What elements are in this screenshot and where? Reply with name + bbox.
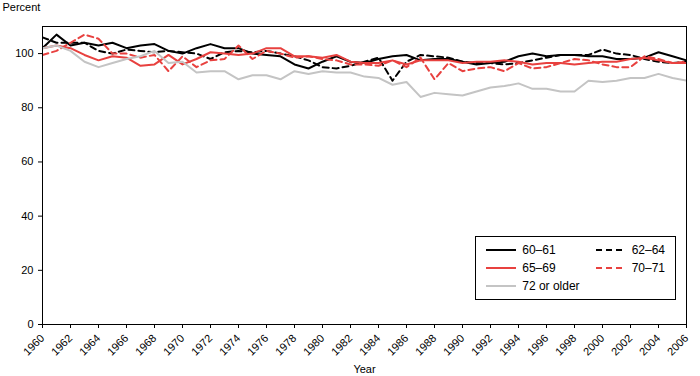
svg-text:2000: 2000 <box>581 332 607 358</box>
svg-text:60: 60 <box>21 155 33 167</box>
svg-text:2002: 2002 <box>609 332 635 358</box>
svg-text:0: 0 <box>27 318 33 330</box>
svg-text:1988: 1988 <box>413 332 439 358</box>
svg-text:1962: 1962 <box>49 332 75 358</box>
html-text:65–69: 65–69 <box>522 261 556 275</box>
svg-text:1978: 1978 <box>273 332 299 358</box>
svg-text:20: 20 <box>21 264 33 276</box>
svg-text:1966: 1966 <box>105 332 131 358</box>
svg-text:1996: 1996 <box>525 332 551 358</box>
svg-text:1986: 1986 <box>385 332 411 358</box>
svg-text:1960: 1960 <box>21 332 47 358</box>
svg-text:40: 40 <box>21 210 33 222</box>
svg-text:2004: 2004 <box>637 332 663 358</box>
svg-text:1968: 1968 <box>133 332 159 358</box>
svg-text:1972: 1972 <box>189 332 215 358</box>
svg-text:80: 80 <box>21 101 33 113</box>
svg-text:1970: 1970 <box>161 332 187 358</box>
svg-text:100: 100 <box>15 47 33 59</box>
html-text:62–64: 62–64 <box>631 243 665 257</box>
svg-text:1984: 1984 <box>357 332 383 358</box>
svg-text:1998: 1998 <box>553 332 579 358</box>
svg-text:1974: 1974 <box>217 332 243 358</box>
svg-text:1976: 1976 <box>245 332 271 358</box>
html-text:70–71: 70–71 <box>631 261 665 275</box>
html-text:72 or older: 72 or older <box>522 279 580 293</box>
html-text:60–61: 60–61 <box>522 243 556 257</box>
svg-text:1964: 1964 <box>77 332 103 358</box>
svg-text:Year: Year <box>353 363 376 375</box>
svg-text:1982: 1982 <box>329 332 355 358</box>
svg-text:1990: 1990 <box>441 332 467 358</box>
svg-text:1994: 1994 <box>497 332 523 358</box>
svg-text:1992: 1992 <box>469 332 495 358</box>
svg-text:Percent: Percent <box>3 1 41 13</box>
svg-text:2006: 2006 <box>665 332 691 358</box>
svg-text:1980: 1980 <box>301 332 327 358</box>
